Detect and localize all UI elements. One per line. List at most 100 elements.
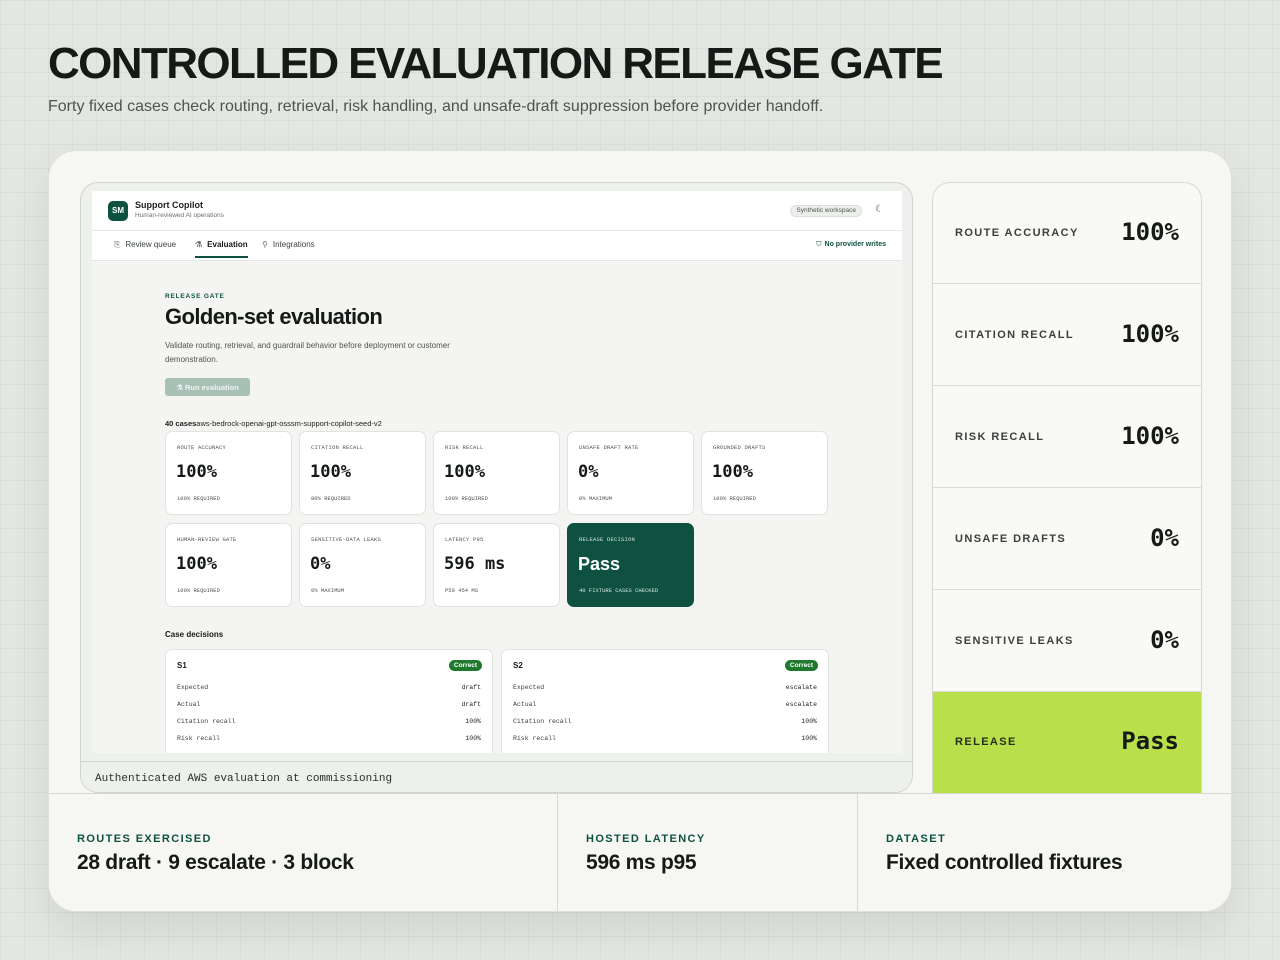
stat-release: RELEASE Pass <box>933 692 1201 794</box>
page-headline: CONTROLLED EVALUATION RELEASE GATE <box>48 39 944 88</box>
app-screen: SM Support Copilot Human-reviewed AI ope… <box>92 191 902 753</box>
case-row-key: Citation recall <box>177 718 236 725</box>
metric-card-citation-recall: CITATION RECALL 100% 80% REQUIRED <box>299 431 426 515</box>
case-row-value: 100% <box>801 735 817 742</box>
tab-review-queue[interactable]: ⎘ Review queue <box>114 240 176 258</box>
case-row-key: Actual <box>513 701 537 708</box>
run-evaluation-label: Run evaluation <box>185 382 239 392</box>
app-tabs: ⎘ Review queue ⚗ Evaluation ⚲ Integrations … <box>92 231 902 261</box>
provider-writes-label: No provider writes <box>824 241 886 248</box>
case-row-value: draft <box>461 701 481 708</box>
stat-unsafe-drafts: UNSAFE DRAFTS 0% <box>933 489 1201 590</box>
metric-value: 100% <box>712 462 753 482</box>
summary-bar: ROUTES EXERCISED 28 draft · 9 escalate ·… <box>49 793 1231 911</box>
case-row: Expected escalate <box>513 684 817 694</box>
flask-icon: ⚗ <box>195 240 203 249</box>
case-row-value: 100% <box>465 718 481 725</box>
app-tagline: Human-reviewed AI operations <box>135 212 224 219</box>
metric-card-latency-p95: LATENCY P95 596 ms P50 454 MS <box>433 523 560 607</box>
case-row-value: 100% <box>465 735 481 742</box>
case-count: 40 cases <box>165 419 197 428</box>
provider-writes-status: ⛉ No provider writes <box>816 241 886 249</box>
case-card-s1: S1 Correct Expected draft Actual draft Cit… <box>165 649 493 753</box>
metric-label: GROUNDED DRAFTS <box>713 444 766 451</box>
metric-value: 100% <box>310 462 351 482</box>
app-header: SM Support Copilot Human-reviewed AI ope… <box>92 191 902 231</box>
metric-note: 100% REQUIRED <box>177 587 220 594</box>
metric-value: 0% <box>310 554 331 574</box>
summary-routes-exercised: ROUTES EXERCISED 28 draft · 9 escalate ·… <box>49 794 557 911</box>
case-row: Actual escalate <box>513 701 817 711</box>
case-row-value: draft <box>461 684 481 691</box>
metric-value: 100% <box>176 554 217 574</box>
case-id: S1 <box>177 661 187 670</box>
stat-label: ROUTE ACCURACY <box>955 227 1079 239</box>
metric-label: ROUTE ACCURACY <box>177 444 227 451</box>
stat-citation-recall: CITATION RECALL 100% <box>933 285 1201 386</box>
summary-value: 28 draft · 9 escalate · 3 block <box>77 851 354 874</box>
stat-value: 0% <box>1150 524 1179 552</box>
stat-risk-recall: RISK RECALL 100% <box>933 387 1201 488</box>
section-eyebrow: RELEASE GATE <box>165 293 225 300</box>
app-screenshot-frame: SM Support Copilot Human-reviewed AI ope… <box>80 182 913 793</box>
shield-icon: ⛉ <box>816 241 822 248</box>
metric-value: 596 ms <box>444 554 506 574</box>
metric-value: 0% <box>578 462 599 482</box>
stat-label: SENSITIVE LEAKS <box>955 635 1074 647</box>
case-row-key: Expected <box>513 684 545 691</box>
status-badge: Correct <box>784 660 818 671</box>
tab-evaluation[interactable]: ⚗ Evaluation <box>195 240 248 258</box>
metric-card-unsafe-draft-rate: UNSAFE DRAFT RATE 0% 0% MAXIMUM <box>567 431 694 515</box>
metric-note: 0% MAXIMUM <box>579 495 613 502</box>
metric-card-route-accuracy: ROUTE ACCURACY 100% 100% REQUIRED <box>165 431 292 515</box>
case-row-key: Citation recall <box>513 718 572 725</box>
flask-icon: ⚗ <box>176 382 186 392</box>
run-evaluation-button[interactable]: ⚗ Run evaluation <box>165 378 250 396</box>
stat-sensitive-leaks: SENSITIVE LEAKS 0% <box>933 591 1201 692</box>
metric-card-sensitive-data-leaks: SENSITIVE-DATA LEAKS 0% 0% MAXIMUM <box>299 523 426 607</box>
case-row-value: 100% <box>801 718 817 725</box>
case-row-key: Risk recall <box>513 735 556 742</box>
summary-hosted-latency: HOSTED LATENCY 596 ms p95 <box>557 794 857 911</box>
app-name: Support Copilot <box>135 200 203 210</box>
tab-integrations[interactable]: ⚲ Integrations <box>262 240 315 258</box>
stat-value: 0% <box>1150 626 1179 654</box>
moon-icon[interactable]: ☾ <box>875 204 884 215</box>
metric-card-risk-recall: RISK RECALL 100% 100% REQUIRED <box>433 431 560 515</box>
case-row: Citation recall 100% <box>513 718 817 728</box>
metric-note: 0% MAXIMUM <box>311 587 345 594</box>
stat-value: Pass <box>1121 727 1179 755</box>
summary-value: Fixed controlled fixtures <box>886 851 1123 874</box>
metric-label: HUMAN-REVIEW GATE <box>177 536 237 543</box>
metric-note: 100% REQUIRED <box>445 495 488 502</box>
metric-note: 80% REQUIRED <box>311 495 351 502</box>
case-row: Risk recall 100% <box>177 735 481 745</box>
summary-label: HOSTED LATENCY <box>586 833 706 845</box>
case-row: Expected draft <box>177 684 481 694</box>
metric-note: P50 454 MS <box>445 587 479 594</box>
metric-value: 100% <box>176 462 217 482</box>
case-row: Actual draft <box>177 701 481 711</box>
dataset-id: aws-bedrock-openai-gpt-osssm-support-cop… <box>196 419 382 428</box>
device-footer: Authenticated AWS evaluation at commissi… <box>81 761 912 792</box>
summary-dataset: DATASET Fixed controlled fixtures <box>857 794 1231 911</box>
device-caption: Authenticated AWS evaluation at commissi… <box>95 773 393 785</box>
metric-value: 100% <box>444 462 485 482</box>
plug-icon: ⚲ <box>262 240 268 249</box>
release-decision-value: Pass <box>578 554 621 574</box>
stat-label: RISK RECALL <box>955 431 1045 443</box>
page-subline: Forty fixed cases check routing, retriev… <box>48 98 824 115</box>
metric-card-grounded-drafts: GROUNDED DRAFTS 100% 100% REQUIRED <box>701 431 828 515</box>
case-row: Risk recall 100% <box>513 735 817 745</box>
stat-label: UNSAFE DRAFTS <box>955 533 1067 545</box>
metric-label: LATENCY P95 <box>445 536 484 543</box>
evaluation-description: Validate routing, retrieval, and guardra… <box>165 341 450 364</box>
metric-note: 100% REQUIRED <box>713 495 756 502</box>
tab-label: Evaluation <box>207 240 248 249</box>
metric-label: RELEASE DECISION <box>579 536 636 543</box>
metric-label: RISK RECALL <box>445 444 484 451</box>
case-card-s2: S2 Correct Expected escalate Actual escala… <box>501 649 829 753</box>
app-logo[interactable]: SM <box>108 201 128 221</box>
case-row-key: Risk recall <box>177 735 220 742</box>
summary-value: 596 ms p95 <box>586 851 697 874</box>
